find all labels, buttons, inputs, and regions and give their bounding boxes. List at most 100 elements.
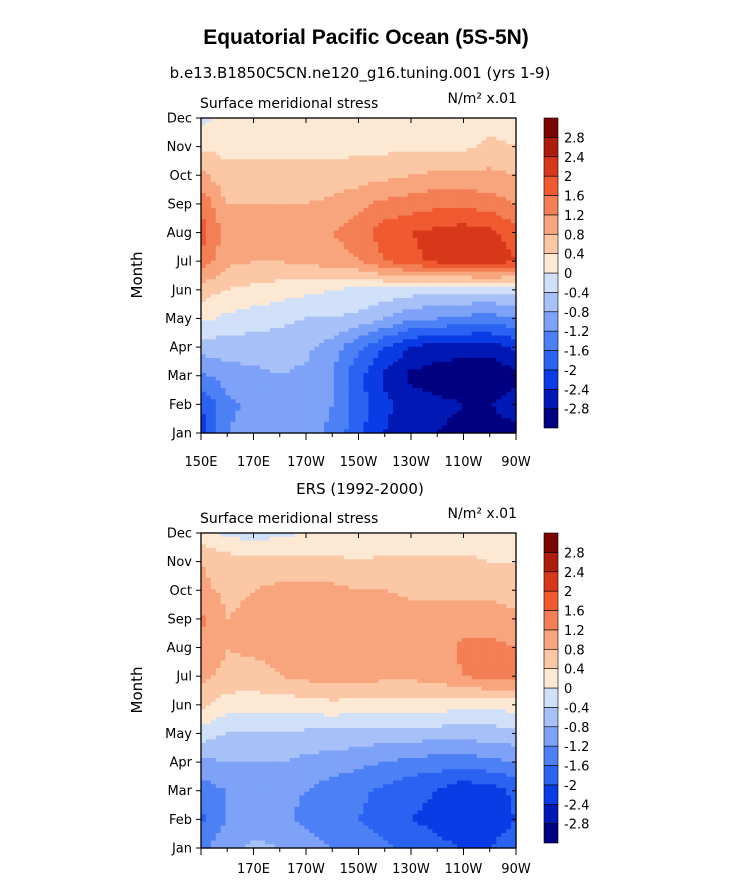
contour-cell [334,208,340,212]
contour-cell [442,294,448,298]
contour-cell [491,313,497,317]
contour-cell [398,257,404,261]
contour-cell [280,358,286,362]
contour-cell [349,272,355,276]
contour-cell [506,354,512,358]
contour-cell [427,396,433,400]
contour-cell [339,144,345,148]
contour-cell [329,159,335,163]
contour-cell [501,253,507,257]
contour-cell [408,189,414,193]
contour-cell [413,208,419,212]
contour-cell [240,201,246,205]
contour-cell [452,272,458,276]
contour-cell [368,332,374,336]
contour-cell [280,279,286,283]
contour-cell [211,351,217,355]
contour-cell [413,133,419,137]
contour-cell [280,163,286,167]
contour-cell [378,144,384,148]
contour-cell [280,343,286,347]
contour-cell [285,257,291,261]
contour-cell [299,399,305,403]
contour-cell [418,407,424,411]
contour-cell [280,171,286,175]
contour-cell [206,324,212,328]
contour-cell [437,407,443,411]
contour-cell [413,163,419,167]
contour-cell [235,156,241,160]
contour-cell [383,219,389,223]
contour-cell [329,369,335,373]
contour-cell [418,242,424,246]
contour-cell [260,347,266,351]
contour-cell [491,234,497,238]
contour-cell [442,339,448,343]
contour-cell [383,193,389,197]
contour-cell [275,339,281,343]
contour-cell [477,287,483,291]
contour-cell [309,129,315,133]
contour-cell [501,279,507,283]
contour-cell [226,388,232,392]
contour-cell [309,197,315,201]
contour-cell [432,313,438,317]
contour-cell [496,141,502,145]
contour-cell [280,144,286,148]
contour-cell [442,343,448,347]
contour-cell [216,373,222,377]
contour-cell [368,216,374,220]
contour-cell [265,332,271,336]
contour-cell [309,351,315,355]
contour-cell [334,249,340,253]
contour-cell [388,388,394,392]
contour-cell [422,358,428,362]
contour-cell [309,366,315,370]
contour-cell [496,257,502,261]
contour-cell [235,321,241,325]
contour-cell [472,298,478,302]
contour-cell [221,396,227,400]
contour-cell [216,152,222,156]
contour-cell [427,279,433,283]
contour-cell [260,253,266,257]
contour-cell [275,212,281,216]
contour-cell [413,144,419,148]
contour-cell [437,399,443,403]
contour-cell [309,186,315,190]
contour-cell [280,208,286,212]
contour-cell [501,201,507,205]
contour-cell [304,268,310,272]
contour-cell [304,234,310,238]
contour-cell [206,321,212,325]
contour-cell [482,234,488,238]
contour-cell [467,381,473,385]
contour-cell [285,272,291,276]
contour-cell [309,163,315,167]
contour-cell [339,133,345,137]
contour-cell [403,287,409,291]
contour-cell [309,171,315,175]
contour-cell [216,407,222,411]
contour-cell [235,392,241,396]
contour-cell [462,358,468,362]
contour-cell [472,328,478,332]
contour-cell [452,174,458,178]
contour-cell [447,332,453,336]
contour-cell [319,339,325,343]
contour-cell [211,381,217,385]
contour-cell [432,336,438,340]
contour-cell [427,373,433,377]
contour-cell [482,148,488,152]
contour-cell [363,306,369,310]
contour-cell [304,336,310,340]
contour-cell [422,354,428,358]
contour-cell [260,152,266,156]
contour-cell [388,306,394,310]
contour-cell [403,201,409,205]
contour-cell [221,212,227,216]
contour-cell [398,129,404,133]
contour-cell [432,238,438,242]
contour-cell [467,186,473,190]
contour-cell [324,313,330,317]
